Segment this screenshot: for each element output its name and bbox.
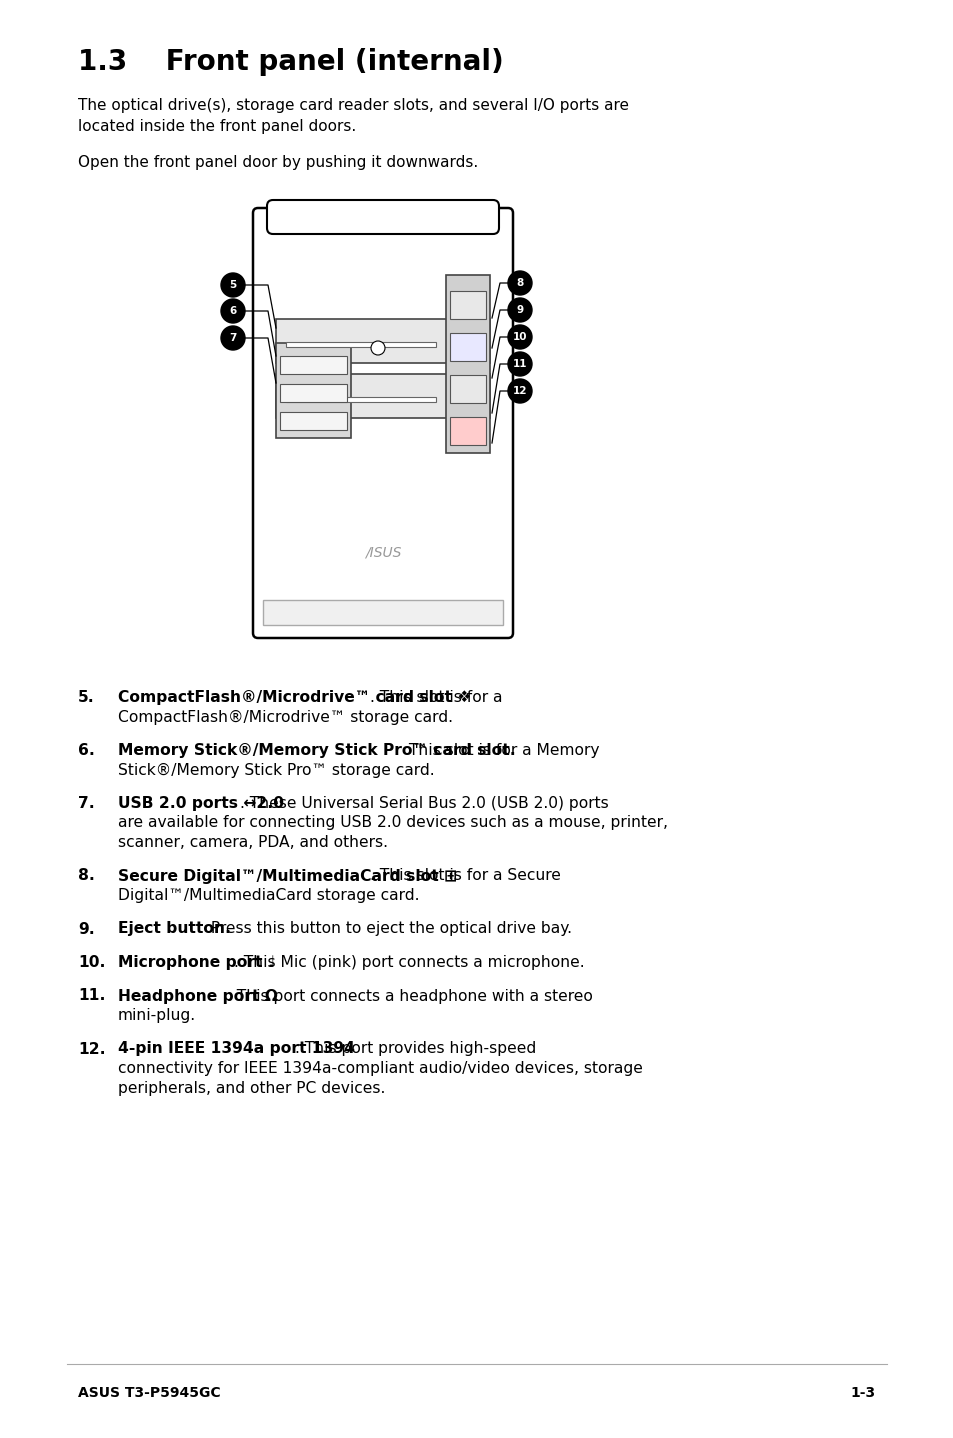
Bar (450, 375, 485, 403)
Bar (446, 275, 490, 453)
Text: 7: 7 (229, 334, 236, 344)
Text: 5: 5 (229, 280, 236, 290)
Circle shape (507, 325, 532, 349)
Text: 4-pin IEEE 1394a port 1394: 4-pin IEEE 1394a port 1394 (118, 1041, 355, 1057)
Text: are available for connecting USB 2.0 devices such as a mouse, printer,: are available for connecting USB 2.0 dev… (118, 815, 667, 831)
Text: This slot is for a Memory: This slot is for a Memory (403, 743, 598, 758)
Text: Digital™/MultimediaCard storage card.: Digital™/MultimediaCard storage card. (118, 889, 419, 903)
Circle shape (507, 298, 532, 322)
Text: Press this button to eject the optical drive bay.: Press this button to eject the optical d… (206, 922, 572, 936)
Text: 12.: 12. (78, 1041, 106, 1057)
Bar (263, 600, 502, 626)
Text: 8.: 8. (78, 869, 94, 883)
Bar (286, 397, 436, 403)
Circle shape (507, 380, 532, 403)
Text: CompactFlash®/Microdrive™ storage card.: CompactFlash®/Microdrive™ storage card. (118, 709, 453, 725)
FancyBboxPatch shape (267, 200, 498, 234)
Circle shape (507, 270, 532, 295)
Bar (280, 413, 347, 430)
Text: . These Universal Serial Bus 2.0 (USB 2.0) ports: . These Universal Serial Bus 2.0 (USB 2.… (240, 797, 609, 811)
Text: ASUS T3-P5945GC: ASUS T3-P5945GC (78, 1386, 220, 1401)
Text: 5.: 5. (78, 690, 94, 705)
Text: scanner, camera, PDA, and others.: scanner, camera, PDA, and others. (118, 835, 388, 850)
Text: /ISUS: /ISUS (364, 546, 401, 559)
Text: . This port provides high-speed: . This port provides high-speed (294, 1041, 536, 1057)
Circle shape (462, 391, 473, 401)
Text: 10.: 10. (78, 955, 106, 971)
Text: connectivity for IEEE 1394a-compliant audio/video devices, storage: connectivity for IEEE 1394a-compliant au… (118, 1061, 642, 1076)
Text: Secure Digital™/MultimediaCard slot ⊞: Secure Digital™/MultimediaCard slot ⊞ (118, 869, 456, 883)
Bar (275, 374, 490, 418)
Bar (450, 417, 485, 444)
Bar (450, 290, 485, 319)
Text: 8: 8 (516, 278, 523, 288)
Text: Open the front panel door by pushing it downwards.: Open the front panel door by pushing it … (78, 155, 477, 170)
Text: 11: 11 (512, 360, 527, 370)
Text: 11.: 11. (78, 988, 106, 1004)
Text: 1.3    Front panel (internal): 1.3 Front panel (internal) (78, 47, 503, 76)
Circle shape (462, 336, 473, 347)
FancyBboxPatch shape (253, 209, 513, 638)
Text: Stick®/Memory Stick Pro™ storage card.: Stick®/Memory Stick Pro™ storage card. (118, 762, 435, 778)
Text: 9.: 9. (78, 922, 94, 936)
Text: . This slot is for a: . This slot is for a (369, 690, 501, 705)
Text: USB 2.0 ports ↔2.0: USB 2.0 ports ↔2.0 (118, 797, 284, 811)
Text: 10: 10 (512, 332, 527, 342)
Circle shape (507, 352, 532, 375)
Circle shape (221, 273, 245, 298)
Circle shape (221, 326, 245, 349)
Text: Memory Stick®/Memory Stick Pro™ card slot.: Memory Stick®/Memory Stick Pro™ card slo… (118, 743, 516, 758)
Text: peripherals, and other PC devices.: peripherals, and other PC devices. (118, 1080, 385, 1096)
Bar (450, 334, 485, 361)
Text: 7.: 7. (78, 797, 94, 811)
Text: The optical drive(s), storage card reader slots, and several I/O ports are
locat: The optical drive(s), storage card reade… (78, 98, 628, 134)
Text: 6: 6 (229, 306, 236, 316)
Text: . This Mic (pink) port connects a microphone.: . This Mic (pink) port connects a microp… (233, 955, 583, 971)
Text: 9: 9 (516, 305, 523, 315)
Text: 1-3: 1-3 (850, 1386, 875, 1401)
Bar (280, 357, 347, 374)
Bar (275, 319, 490, 362)
Text: mini-plug.: mini-plug. (118, 1008, 196, 1022)
Bar (280, 384, 347, 403)
Text: 12: 12 (512, 385, 527, 395)
Text: CompactFlash®/Microdrive™ card slot ❖: CompactFlash®/Microdrive™ card slot ❖ (118, 690, 471, 705)
Text: 6.: 6. (78, 743, 94, 758)
Bar (275, 344, 351, 439)
Text: Eject button.: Eject button. (118, 922, 231, 936)
Text: Microphone port ♩: Microphone port ♩ (118, 955, 274, 971)
Bar (286, 342, 436, 347)
Text: . This port connects a headphone with a stereo: . This port connects a headphone with a … (227, 988, 592, 1004)
Text: . This slot is for a Secure: . This slot is for a Secure (369, 869, 559, 883)
Text: Headphone port Ω: Headphone port Ω (118, 988, 277, 1004)
Circle shape (221, 299, 245, 324)
Circle shape (371, 341, 385, 355)
